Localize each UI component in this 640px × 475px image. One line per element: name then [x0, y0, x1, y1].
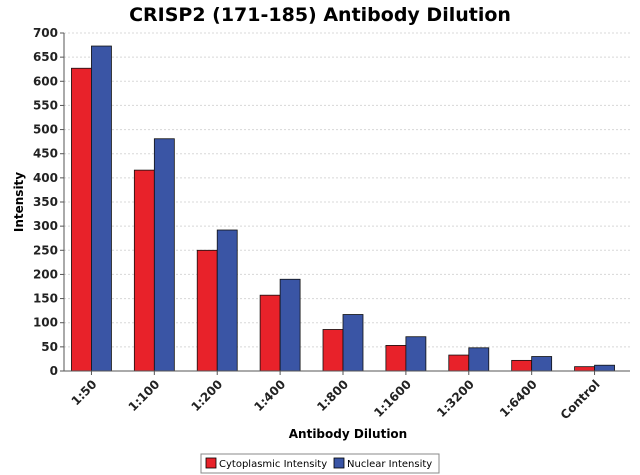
- bar-nuclear: [153, 138, 175, 372]
- bar-nuclear: [405, 336, 427, 372]
- chart-title: CRISP2 (171-185) Antibody Dilution: [129, 4, 511, 26]
- x-tick-label: 1:400: [251, 377, 288, 414]
- x-tick-label: 1:200: [188, 377, 225, 414]
- bar-nuclear: [342, 314, 364, 372]
- legend-box: [200, 453, 440, 474]
- x-tick-label: 1:800: [314, 377, 351, 414]
- y-tick-label: 250: [33, 243, 58, 257]
- bar-cytoplasmic: [133, 169, 155, 372]
- bar-cytoplasmic: [322, 329, 344, 372]
- bar-cytoplasmic: [574, 366, 595, 372]
- plot-area: 0 50 100 150 200 250 300 350 400 450 500 550 600 650 7…: [33, 26, 630, 422]
- bar-cytoplasmic: [196, 249, 218, 372]
- bar-nuclear: [91, 45, 112, 372]
- x-axis-title: Antibody Dilution: [289, 427, 407, 441]
- legend-label-nuclear: Nuclear Intensity: [347, 459, 432, 470]
- bar-cytoplasmic: [259, 294, 281, 372]
- legend-swatch-nuclear: [333, 457, 345, 469]
- bar-nuclear: [216, 229, 238, 372]
- y-axis-title: Intensity: [12, 172, 26, 232]
- x-tick-label: 1:50: [69, 377, 100, 408]
- y-tick-label: 150: [33, 292, 58, 306]
- bars: [71, 45, 615, 372]
- y-tick-label: 100: [33, 316, 58, 330]
- y-tick-label: 700: [33, 26, 58, 40]
- bar-cytoplasmic: [448, 354, 470, 372]
- bar-nuclear: [468, 347, 490, 372]
- y-tick-label: 350: [33, 195, 58, 209]
- y-tick-label: 500: [33, 123, 58, 137]
- legend: Cytoplasmic Intensity Nuclear Intensity: [200, 453, 440, 474]
- bar-cytoplasmic: [511, 359, 533, 372]
- bar-nuclear: [531, 356, 553, 372]
- y-tick-label: 0: [50, 364, 58, 378]
- bar-nuclear: [279, 278, 301, 372]
- bar-cytoplasmic: [385, 345, 407, 372]
- bar-cytoplasmic: [71, 67, 92, 372]
- x-axis-ticks: 1:50 1:100 1:200 1:400 1:800 1:1600 1:3200 1:64…: [69, 371, 603, 422]
- x-tick-label: 1:6400: [497, 377, 540, 420]
- y-tick-label: 400: [33, 171, 58, 185]
- y-tick-label: 300: [33, 219, 58, 233]
- x-tick-label: 1:3200: [434, 377, 477, 420]
- x-tick-label: Control: [558, 377, 603, 422]
- y-tick-label: 550: [33, 98, 58, 112]
- legend-swatch-cytoplasmic: [205, 457, 217, 469]
- y-tick-label: 50: [41, 340, 58, 354]
- x-tick-label: 1:100: [126, 377, 163, 414]
- legend-label-cytoplasmic: Cytoplasmic Intensity: [219, 459, 327, 470]
- bar-nuclear: [594, 364, 615, 372]
- y-tick-label: 600: [33, 74, 58, 88]
- y-axis-ticks: 0 50 100 150 200 250 300 350 400 450 500 550 600 650 7…: [33, 26, 64, 378]
- y-tick-label: 200: [33, 267, 58, 281]
- y-tick-label: 450: [33, 147, 58, 161]
- y-tick-label: 650: [33, 50, 58, 64]
- x-tick-label: 1:1600: [371, 377, 414, 420]
